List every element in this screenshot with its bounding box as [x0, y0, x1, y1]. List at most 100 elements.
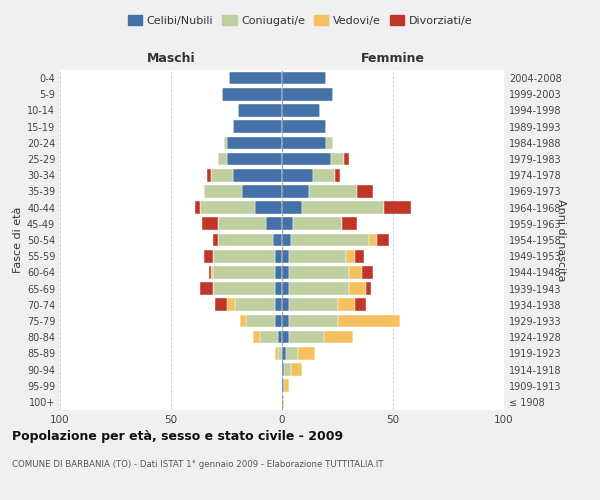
- Bar: [349, 282, 367, 295]
- Bar: [362, 266, 373, 278]
- Bar: [282, 282, 289, 295]
- Bar: [284, 380, 289, 392]
- Bar: [218, 218, 266, 230]
- Bar: [289, 298, 337, 311]
- Bar: [200, 282, 213, 295]
- Bar: [313, 169, 335, 181]
- Bar: [293, 218, 342, 230]
- Bar: [213, 266, 275, 278]
- Bar: [337, 314, 400, 328]
- Bar: [235, 298, 275, 311]
- Bar: [384, 202, 411, 214]
- Bar: [324, 331, 353, 344]
- Bar: [253, 331, 260, 344]
- Bar: [218, 234, 273, 246]
- Bar: [202, 218, 218, 230]
- Bar: [282, 72, 326, 85]
- Bar: [256, 202, 282, 214]
- Bar: [275, 282, 282, 295]
- Bar: [289, 282, 349, 295]
- Bar: [238, 104, 282, 117]
- Bar: [282, 396, 284, 408]
- Bar: [196, 202, 200, 214]
- Bar: [282, 363, 284, 376]
- Bar: [213, 282, 275, 295]
- Bar: [211, 266, 213, 278]
- Bar: [227, 152, 282, 166]
- Text: COMUNE DI BARBANIA (TO) - Dati ISTAT 1° gennaio 2009 - Elaborazione TUTTITALIA.I: COMUNE DI BARBANIA (TO) - Dati ISTAT 1° …: [12, 460, 383, 469]
- Bar: [218, 152, 227, 166]
- Bar: [284, 363, 291, 376]
- Bar: [282, 298, 289, 311]
- Bar: [200, 202, 256, 214]
- Bar: [349, 266, 362, 278]
- Bar: [298, 347, 316, 360]
- Bar: [233, 120, 282, 133]
- Bar: [291, 363, 302, 376]
- Bar: [227, 136, 282, 149]
- Bar: [282, 202, 302, 214]
- Bar: [282, 185, 308, 198]
- Bar: [368, 234, 377, 246]
- Bar: [326, 136, 333, 149]
- Bar: [344, 152, 349, 166]
- Bar: [282, 104, 320, 117]
- Bar: [275, 266, 282, 278]
- Bar: [229, 72, 282, 85]
- Bar: [282, 218, 293, 230]
- Bar: [282, 136, 326, 149]
- Text: Femmine: Femmine: [361, 52, 425, 65]
- Bar: [286, 347, 298, 360]
- Bar: [355, 298, 367, 311]
- Bar: [282, 266, 289, 278]
- Bar: [240, 314, 247, 328]
- Bar: [355, 250, 364, 262]
- Bar: [278, 331, 282, 344]
- Text: Maschi: Maschi: [146, 52, 196, 65]
- Bar: [282, 347, 286, 360]
- Bar: [222, 88, 282, 101]
- Bar: [242, 185, 282, 198]
- Bar: [227, 298, 235, 311]
- Bar: [282, 169, 313, 181]
- Bar: [260, 331, 278, 344]
- Bar: [224, 136, 227, 149]
- Bar: [358, 185, 373, 198]
- Bar: [209, 266, 211, 278]
- Bar: [282, 88, 333, 101]
- Bar: [275, 250, 282, 262]
- Bar: [273, 234, 282, 246]
- Bar: [289, 314, 337, 328]
- Bar: [346, 250, 355, 262]
- Bar: [206, 169, 211, 181]
- Bar: [233, 169, 282, 181]
- Bar: [204, 185, 242, 198]
- Bar: [342, 218, 358, 230]
- Bar: [302, 202, 384, 214]
- Bar: [275, 314, 282, 328]
- Bar: [213, 250, 275, 262]
- Bar: [275, 347, 278, 360]
- Bar: [367, 282, 371, 295]
- Bar: [213, 234, 218, 246]
- Bar: [335, 169, 340, 181]
- Y-axis label: Anni di nascita: Anni di nascita: [556, 198, 566, 281]
- Bar: [331, 152, 344, 166]
- Bar: [291, 234, 368, 246]
- Bar: [289, 266, 349, 278]
- Bar: [211, 169, 233, 181]
- Bar: [282, 331, 289, 344]
- Y-axis label: Fasce di età: Fasce di età: [13, 207, 23, 273]
- Bar: [266, 218, 282, 230]
- Bar: [282, 120, 326, 133]
- Bar: [282, 250, 289, 262]
- Bar: [204, 250, 213, 262]
- Bar: [289, 331, 324, 344]
- Bar: [282, 152, 331, 166]
- Bar: [289, 250, 346, 262]
- Bar: [282, 314, 289, 328]
- Bar: [377, 234, 389, 246]
- Text: Popolazione per età, sesso e stato civile - 2009: Popolazione per età, sesso e stato civil…: [12, 430, 343, 443]
- Bar: [247, 314, 275, 328]
- Bar: [282, 234, 291, 246]
